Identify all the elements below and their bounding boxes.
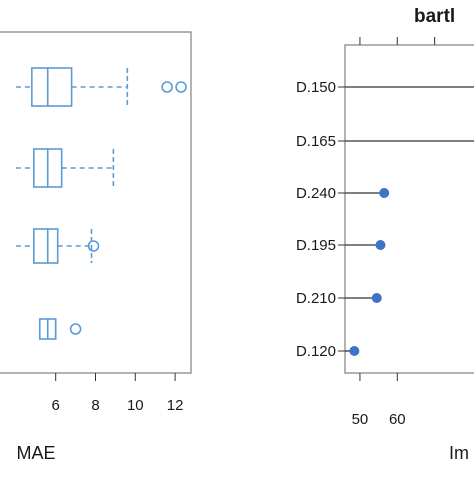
mae-boxplot-frame <box>0 31 192 374</box>
importance-category-label: D.240 <box>296 185 336 202</box>
importance-dot <box>371 293 382 303</box>
importance-dot <box>375 240 386 250</box>
mae-x-tick-label: 10 <box>127 397 144 414</box>
mae-x-tick-label: 8 <box>91 397 99 414</box>
mae-box-outlier <box>175 81 187 93</box>
importance-dotplot-panel: bartl 50 60 D.150 D.165 D.240 D.195 D.210 D.12… <box>296 6 474 463</box>
mae-box <box>15 148 115 188</box>
mae-boxes <box>15 67 187 340</box>
importance-panel-title: bartl <box>414 6 455 27</box>
importance-stems <box>345 86 474 356</box>
mae-box-outlier <box>87 240 100 252</box>
mae-box-rect <box>33 228 59 264</box>
mae-box-rect <box>31 67 73 107</box>
importance-category-label: D.165 <box>296 133 336 150</box>
mae-x-ticks: 6 8 10 12 <box>52 373 184 414</box>
mae-box <box>38 318 82 340</box>
mae-box <box>15 228 100 264</box>
importance-category-label: D.150 <box>296 79 336 96</box>
importance-dot <box>379 188 390 198</box>
importance-dotplot-frame <box>344 44 474 374</box>
mae-box <box>15 67 187 107</box>
mae-box-outlier <box>69 323 82 335</box>
importance-x-tick-label: 60 <box>389 411 406 428</box>
importance-category-label: D.195 <box>296 237 336 254</box>
importance-category-label: D.120 <box>296 343 336 360</box>
importance-category-labels: D.150 D.165 D.240 D.195 D.210 D.120 <box>296 79 345 360</box>
importance-category-label: D.210 <box>296 290 336 307</box>
mae-x-axis-title: MAE <box>16 443 55 463</box>
importance-x-axis-title: Im <box>449 443 469 463</box>
mae-x-tick-label: 12 <box>167 397 184 414</box>
importance-x-tick-label: 50 <box>352 411 369 428</box>
importance-dot <box>349 346 360 356</box>
mae-box-outlier <box>161 81 173 93</box>
mae-x-tick-label: 6 <box>52 397 60 414</box>
mae-boxplot-panel: 6 8 10 12 MAE <box>0 31 192 463</box>
importance-x-ticks: 50 60 <box>352 37 436 428</box>
